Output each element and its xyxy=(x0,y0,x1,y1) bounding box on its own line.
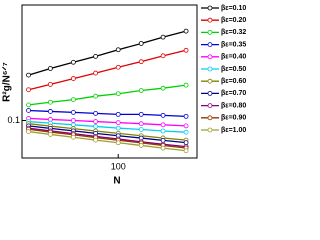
legend-label: βε=1.00 xyxy=(221,127,246,134)
legend-label: βε=0.32 xyxy=(221,29,246,36)
point-marker xyxy=(93,137,99,143)
point-marker xyxy=(138,111,144,117)
point-marker xyxy=(47,132,53,137)
x-tick-label: 100 xyxy=(111,161,126,171)
legend-marker xyxy=(207,54,213,60)
point-marker xyxy=(183,123,189,129)
legend-marker xyxy=(207,42,213,47)
series-line xyxy=(28,128,187,149)
point-marker xyxy=(47,99,53,105)
point-marker xyxy=(138,121,144,127)
point-marker xyxy=(70,97,76,102)
point-marker xyxy=(70,134,76,140)
series-line xyxy=(28,130,187,152)
point-marker xyxy=(93,110,99,116)
point-marker xyxy=(47,109,53,114)
point-marker xyxy=(183,129,189,135)
legend-label: βε=0.70 xyxy=(221,90,246,97)
point-marker xyxy=(115,47,121,53)
point-marker xyxy=(93,119,99,124)
point-marker xyxy=(160,34,166,40)
point-marker xyxy=(138,127,144,132)
point-marker xyxy=(183,140,189,146)
point-marker xyxy=(138,143,144,148)
point-marker xyxy=(183,82,189,88)
x-axis-label: N xyxy=(113,176,120,187)
point-marker xyxy=(160,53,166,59)
point-marker xyxy=(115,140,121,146)
legend-label: βε=0.60 xyxy=(221,78,246,85)
point-marker xyxy=(160,137,166,143)
point-marker xyxy=(160,85,166,91)
point-marker xyxy=(115,64,121,70)
point-marker xyxy=(115,120,121,126)
legend-label: βε=0.50 xyxy=(221,66,246,73)
point-marker xyxy=(26,87,31,93)
series-line xyxy=(28,30,187,76)
legend-marker xyxy=(207,30,213,35)
series-line xyxy=(28,127,187,148)
legend-label: βε=0.20 xyxy=(221,17,246,24)
series-line xyxy=(28,49,187,91)
legend-label: βε=0.35 xyxy=(221,41,246,48)
legend-label: βε=0.40 xyxy=(221,54,246,61)
point-marker xyxy=(115,125,121,131)
point-marker xyxy=(93,93,99,99)
point-marker xyxy=(183,113,189,119)
legend-marker xyxy=(207,17,213,23)
legend-label: βε=0.90 xyxy=(221,115,246,122)
series-line xyxy=(28,84,187,106)
point-marker xyxy=(93,53,99,59)
point-marker xyxy=(47,81,53,87)
point-marker xyxy=(47,66,53,71)
point-marker xyxy=(93,70,99,76)
point-marker xyxy=(115,111,121,117)
legend-marker xyxy=(207,115,213,121)
point-marker xyxy=(183,47,189,53)
point-marker xyxy=(26,102,31,108)
point-marker xyxy=(93,124,99,129)
point-marker xyxy=(26,72,31,78)
legend-label: βε=0.10 xyxy=(221,5,246,12)
series-line xyxy=(28,125,187,144)
legend-marker xyxy=(207,5,213,11)
point-marker xyxy=(70,59,76,65)
point-marker xyxy=(70,110,76,115)
point-marker xyxy=(138,88,144,93)
series-line xyxy=(28,120,187,133)
series-line xyxy=(28,109,187,118)
point-marker xyxy=(26,129,31,134)
point-marker xyxy=(26,108,31,113)
chart: N R²g/N⁶ᐟ⁷ 100 0.1 βε=0.10 βε=0.20 βε=0.32 βε… xyxy=(2,4,246,187)
point-marker xyxy=(115,91,121,97)
legend-marker xyxy=(207,66,213,72)
legend-label: βε=0.80 xyxy=(221,102,246,109)
legend-marker xyxy=(207,78,213,84)
point-marker xyxy=(160,112,166,118)
legend-marker xyxy=(207,103,213,108)
point-marker xyxy=(138,41,144,46)
point-marker xyxy=(160,122,166,128)
point-marker xyxy=(138,59,144,65)
point-marker xyxy=(70,118,76,123)
point-marker xyxy=(160,128,166,134)
point-marker xyxy=(70,76,76,81)
point-marker xyxy=(183,28,189,34)
series-line xyxy=(28,117,187,127)
point-marker xyxy=(183,148,189,154)
series-line xyxy=(28,123,187,141)
legend-marker xyxy=(207,127,213,133)
y-tick-label: 0.1 xyxy=(7,115,20,125)
point-marker xyxy=(160,145,166,151)
plot-frame xyxy=(21,4,198,159)
legend-marker xyxy=(207,91,213,96)
y-axis-label: R²g/N⁶ᐟ⁷ xyxy=(2,62,13,102)
